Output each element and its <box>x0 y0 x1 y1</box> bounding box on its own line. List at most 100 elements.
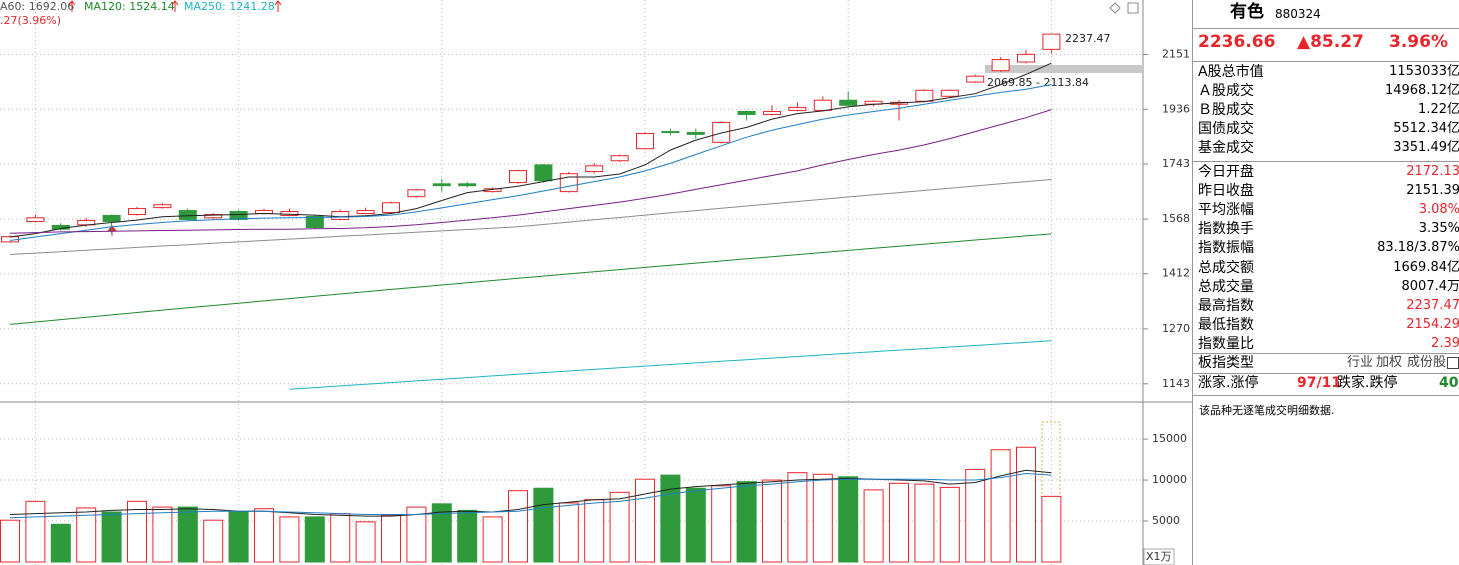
ma-line <box>9 62 1052 238</box>
index-code: 880324 <box>1275 7 1321 21</box>
candle-body <box>686 131 705 135</box>
selection-box <box>1041 421 1061 563</box>
row-value: 2237.47 <box>1406 297 1459 313</box>
volume-bar <box>406 506 427 563</box>
volume-bar <box>0 519 20 563</box>
candle-body <box>966 75 985 83</box>
row-value: 2.39 <box>1431 335 1459 351</box>
volume-bar <box>660 474 681 563</box>
sector-label: 板指类型 <box>1198 355 1254 371</box>
arrow <box>171 0 179 12</box>
volume-bar <box>50 523 71 563</box>
y-tick-label: 15000 <box>1152 432 1187 445</box>
candle-body <box>178 210 197 220</box>
volume-bar <box>762 479 782 563</box>
volume-bar <box>101 511 122 563</box>
candle-body <box>559 173 578 193</box>
volume-bar <box>838 476 859 563</box>
volume-bar <box>152 506 173 563</box>
candle-body <box>585 165 604 173</box>
volume-bar <box>736 481 757 563</box>
volume-bar <box>584 499 605 563</box>
unit-label: X1万 <box>1146 550 1172 563</box>
volume-bar <box>609 491 630 563</box>
candle-body <box>940 89 959 97</box>
volume-bar <box>76 507 97 563</box>
candle-body <box>636 133 654 150</box>
candle-body <box>153 204 172 209</box>
row-label: 国债成交 <box>1198 121 1254 138</box>
row-value: 3.08% <box>1418 202 1459 218</box>
candle-body <box>204 213 223 219</box>
diamond-button[interactable] <box>1109 2 1121 14</box>
note: 该品种无逐笔成交明细数据. <box>1199 404 1335 417</box>
volume-bar <box>914 483 935 563</box>
change: ▲85.27 <box>1297 32 1364 52</box>
volume-bar <box>787 472 808 563</box>
y-tick-label: 1143 <box>1162 377 1190 390</box>
candle-body <box>407 189 426 198</box>
index-name: 有色 <box>1230 2 1264 22</box>
volume-bar <box>228 511 249 563</box>
window-button[interactable] <box>1127 2 1139 14</box>
candle-body <box>229 211 248 220</box>
candle-body <box>432 183 451 187</box>
chart: A60: 1692.06 MA120: 1524.14 MA250: 1241.… <box>0 0 1192 565</box>
candle-body <box>813 99 832 111</box>
breadth-up-label: 涨家.涨停 <box>1198 375 1259 391</box>
candle-body <box>26 217 45 222</box>
volume-bar <box>965 468 986 563</box>
price: 2236.66 <box>1198 32 1276 52</box>
candle-body <box>712 121 731 143</box>
row-value: 3.35% <box>1418 221 1459 237</box>
row-label: 最低指数 <box>1198 316 1254 333</box>
candle-body <box>356 210 375 215</box>
volume-bar <box>355 521 376 563</box>
candle-body <box>991 59 1010 72</box>
ma-line <box>9 472 1052 519</box>
sector-option[interactable]: 成份股 <box>1407 355 1447 370</box>
row-label: Ｂ股成交 <box>1198 102 1254 119</box>
row-label: 平均涨幅 <box>1198 202 1254 219</box>
row-value: 2154.29 <box>1406 316 1459 332</box>
y-tick-label: 1936 <box>1162 102 1190 115</box>
sector-option[interactable]: 行业 <box>1347 355 1374 370</box>
volume-bar <box>482 516 503 563</box>
row-value: 1.22亿 <box>1418 102 1459 118</box>
candle-body <box>1017 53 1035 63</box>
volume-bar <box>939 486 960 563</box>
volume-bar <box>711 485 732 563</box>
row-value: 1669.84亿 <box>1393 259 1459 275</box>
separator <box>1193 395 1459 396</box>
row-value: 2151.39 <box>1406 183 1459 199</box>
candle-body <box>331 211 350 220</box>
volume-bar <box>1016 446 1036 563</box>
separator <box>1193 353 1459 354</box>
row-label: 指数量比 <box>1198 335 1254 352</box>
volume-bar <box>863 489 884 563</box>
sector-icon[interactable] <box>1447 357 1459 369</box>
row-value: 83.18/3.87% <box>1377 240 1459 256</box>
change-pct: 3.96% <box>1389 32 1448 52</box>
row-label: 总成交量 <box>1198 278 1254 295</box>
row-value: 8007.4万 <box>1401 278 1459 294</box>
candle-body <box>915 89 934 102</box>
candle-body <box>102 214 121 222</box>
sector-option[interactable]: 加权 <box>1376 355 1403 370</box>
ma60-legend: A60: 1692.06 <box>0 0 74 13</box>
candle-body <box>1042 33 1061 50</box>
candle-body <box>610 155 629 162</box>
row-value: 14968.12亿 <box>1384 83 1459 99</box>
separator <box>1193 161 1459 162</box>
breadth-down-value: 40/0 <box>1439 375 1459 391</box>
candle-body <box>737 110 756 115</box>
row-value: 2172.13 <box>1406 164 1459 179</box>
volume-bar <box>431 503 452 563</box>
volume-bar <box>508 490 528 563</box>
row-value: 1153033亿 <box>1389 64 1459 79</box>
ma120-legend: MA120: 1524.14 <box>84 0 175 13</box>
y-tick-label: 1743 <box>1162 157 1190 170</box>
arrow <box>274 0 282 12</box>
row-value: 5512.34亿 <box>1393 121 1459 137</box>
